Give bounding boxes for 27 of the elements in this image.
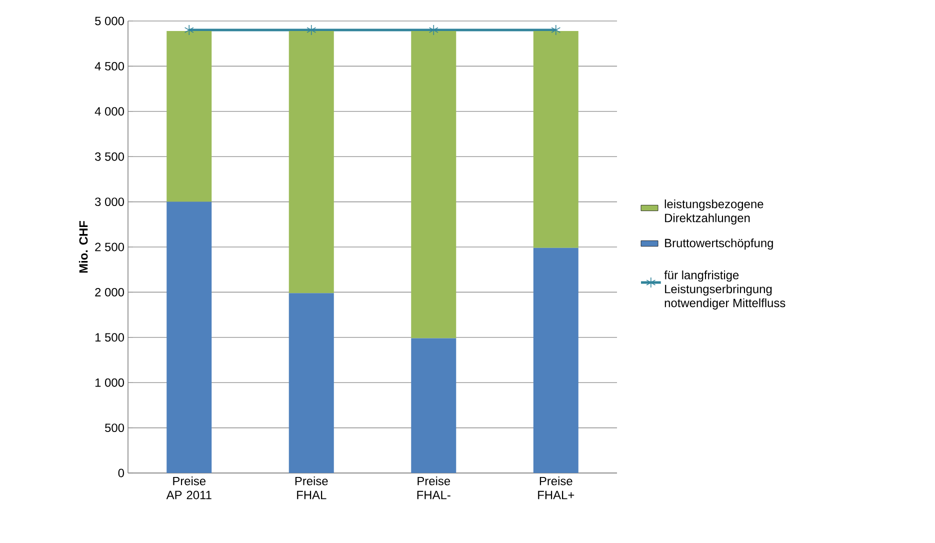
y-tick-label: 500 — [105, 424, 124, 432]
legend-label: leistungsbezogene Direktzahlungen — [664, 199, 764, 225]
bar — [166, 202, 212, 473]
legend-label: für langfristige Leistungserbringung notwendiger Mittelfluss — [664, 270, 786, 310]
bar — [166, 30, 212, 202]
y-tick-label: 1 000 — [95, 378, 124, 387]
bar — [288, 30, 334, 294]
y-tick-label: 4 000 — [94, 107, 124, 116]
x-tick-label: Preise AP 2011 — [166, 476, 212, 500]
legend-label: Bruttowertschöpfung — [665, 238, 773, 250]
bar — [288, 293, 334, 473]
y-tick-label: 2 500 — [95, 242, 124, 252]
y-tick-label: 3 000 — [95, 198, 124, 206]
y-tick-label: 3 500 — [95, 152, 124, 161]
y-tick-label: 5 000 — [95, 16, 124, 26]
y-tick-label: 4 500 — [94, 62, 124, 70]
bar — [411, 338, 456, 473]
y-tick-label: 1 500 — [95, 333, 124, 342]
bar — [533, 30, 578, 248]
y-tick-label: 2 000 — [95, 288, 124, 296]
bar — [411, 30, 456, 338]
x-tick-label: Preise FHAL- — [417, 476, 450, 500]
y-tick-label: 0 — [118, 468, 124, 478]
x-tick-label: Preise FHAL — [295, 476, 328, 500]
y-axis-title: Mio. CHF — [78, 220, 88, 273]
x-tick-label: Preise FHAL+ — [538, 476, 574, 500]
bar — [533, 248, 578, 473]
